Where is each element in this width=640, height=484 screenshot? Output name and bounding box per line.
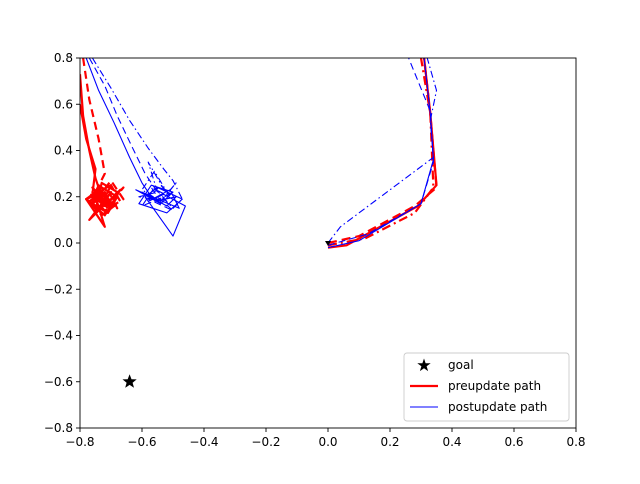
plot-lines (80, 58, 438, 249)
y-tick-label: −0.4 (44, 329, 73, 343)
y-tick-label: 0.2 (54, 190, 73, 204)
x-tick-label: −0.4 (189, 435, 218, 449)
x-tick-label: 0.2 (380, 435, 399, 449)
y-tick-label: −0.6 (44, 375, 73, 389)
x-tick-label: 0.4 (442, 435, 461, 449)
legend-label-postupdate: postupdate path (448, 400, 547, 414)
goal-star-marker (122, 374, 137, 388)
goal-layer (122, 374, 137, 388)
series-line-2 (327, 58, 435, 247)
x-tick-label: −0.6 (127, 435, 156, 449)
legend-box (403, 352, 570, 422)
series-line-3 (327, 58, 434, 249)
series-line-7 (82, 58, 125, 217)
series-line-8 (80, 104, 116, 228)
series-line-5 (327, 58, 438, 244)
series-line-4 (327, 58, 434, 246)
y-tick-label: −0.8 (44, 421, 73, 435)
legend-goal-star-icon (417, 358, 431, 372)
start-marker (325, 241, 331, 246)
y-tick-label: 0.6 (54, 97, 73, 111)
legend: goal preupdate path postupdate path (403, 352, 570, 422)
y-tick-label: 0.8 (54, 51, 73, 65)
series-line-11 (91, 58, 183, 209)
y-axis-ticks: −0.8 −0.6 −0.4 −0.2 0.0 0.2 0.4 0.6 0.8 (44, 51, 80, 435)
y-tick-label: −0.2 (44, 282, 73, 296)
y-tick-label: 0.4 (54, 144, 73, 158)
legend-label-preupdate: preupdate path (448, 379, 541, 393)
x-axis-ticks: −0.8 −0.6 −0.4 −0.2 0.0 0.2 0.4 0.6 0.8 (65, 428, 586, 449)
x-tick-label: 0.8 (566, 435, 585, 449)
x-tick-label: −0.2 (251, 435, 280, 449)
x-tick-label: −0.8 (65, 435, 94, 449)
legend-label-goal: goal (448, 358, 474, 372)
x-tick-label: 0.0 (318, 435, 337, 449)
x-tick-label: 0.6 (504, 435, 523, 449)
y-tick-label: 0.0 (54, 236, 73, 250)
